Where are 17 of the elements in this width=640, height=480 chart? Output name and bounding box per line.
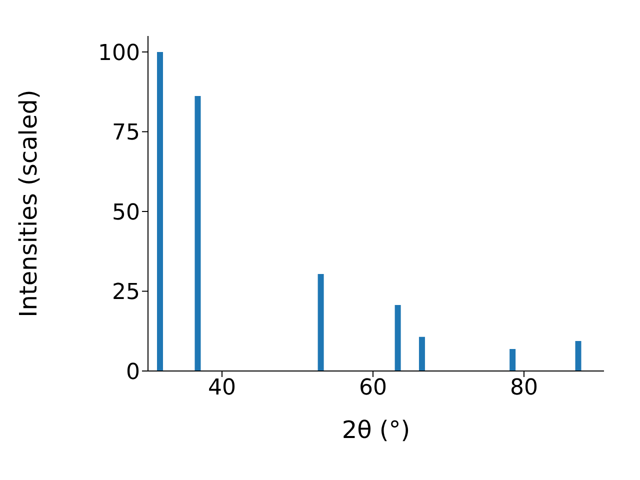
- bar: [318, 274, 324, 371]
- y-tick-label: 100: [98, 40, 140, 66]
- bar: [510, 348, 516, 371]
- x-axis-title: 2θ (°): [342, 416, 410, 444]
- bar: [194, 96, 201, 371]
- y-tick-label: 50: [112, 200, 140, 226]
- bar: [157, 52, 163, 371]
- x-tick-label: 60: [358, 376, 387, 401]
- y-tick-label: 25: [112, 280, 140, 306]
- x-tick-label: 80: [510, 376, 538, 401]
- x-tick-label: 40: [208, 376, 236, 401]
- y-tick-label: 0: [126, 360, 140, 385]
- bar: [418, 336, 425, 371]
- y-axis-title: Intensities (scaled): [14, 90, 43, 318]
- bar: [394, 304, 401, 371]
- bar: [575, 341, 582, 371]
- y-tick-label: 75: [112, 120, 140, 146]
